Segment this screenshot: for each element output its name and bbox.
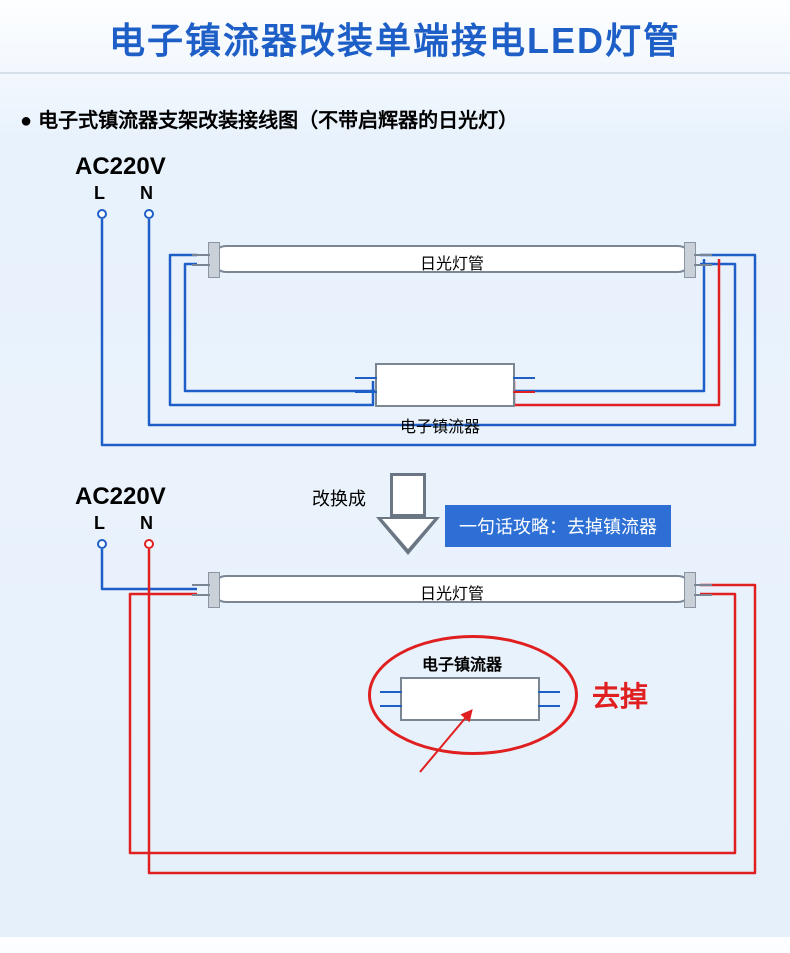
tip-banner: 一句话攻略：去掉镇流器 (445, 505, 671, 547)
terminal-N-2 (144, 539, 154, 549)
tube-label-2: 日光灯管 (214, 580, 690, 604)
tube-1: 日光灯管 (212, 245, 692, 273)
section-subtitle: 电子式镇流器支架改装接线图（不带启辉器的日光灯） (0, 104, 790, 133)
diagram-canvas: AC220V L N 日光灯管 电子镇流器 改换成 一句话攻略：去掉镇流器 AC… (0, 153, 790, 953)
page-title: 电子镇流器改装单端接电LED灯管 (0, 0, 790, 72)
voltage-label-2: AC220V (75, 483, 166, 511)
terminal-N-1 (144, 209, 154, 219)
terminal-N-label-2: N (140, 513, 153, 534)
terminal-L-1 (97, 209, 107, 219)
ballast-1 (375, 363, 515, 407)
divider (0, 72, 790, 74)
terminal-L-label-2: L (94, 513, 105, 534)
change-label: 改换成 (312, 485, 366, 511)
terminal-L-label-1: L (94, 183, 105, 204)
terminal-N-label-1: N (140, 183, 153, 204)
tube-2: 日光灯管 (212, 575, 692, 603)
remove-text: 去掉 (592, 675, 648, 715)
remove-circle-icon (368, 635, 578, 755)
terminal-L-2 (97, 539, 107, 549)
tube-label-1: 日光灯管 (214, 250, 690, 274)
ballast-label-1: 电子镇流器 (400, 413, 480, 437)
voltage-label-1: AC220V (75, 153, 166, 181)
